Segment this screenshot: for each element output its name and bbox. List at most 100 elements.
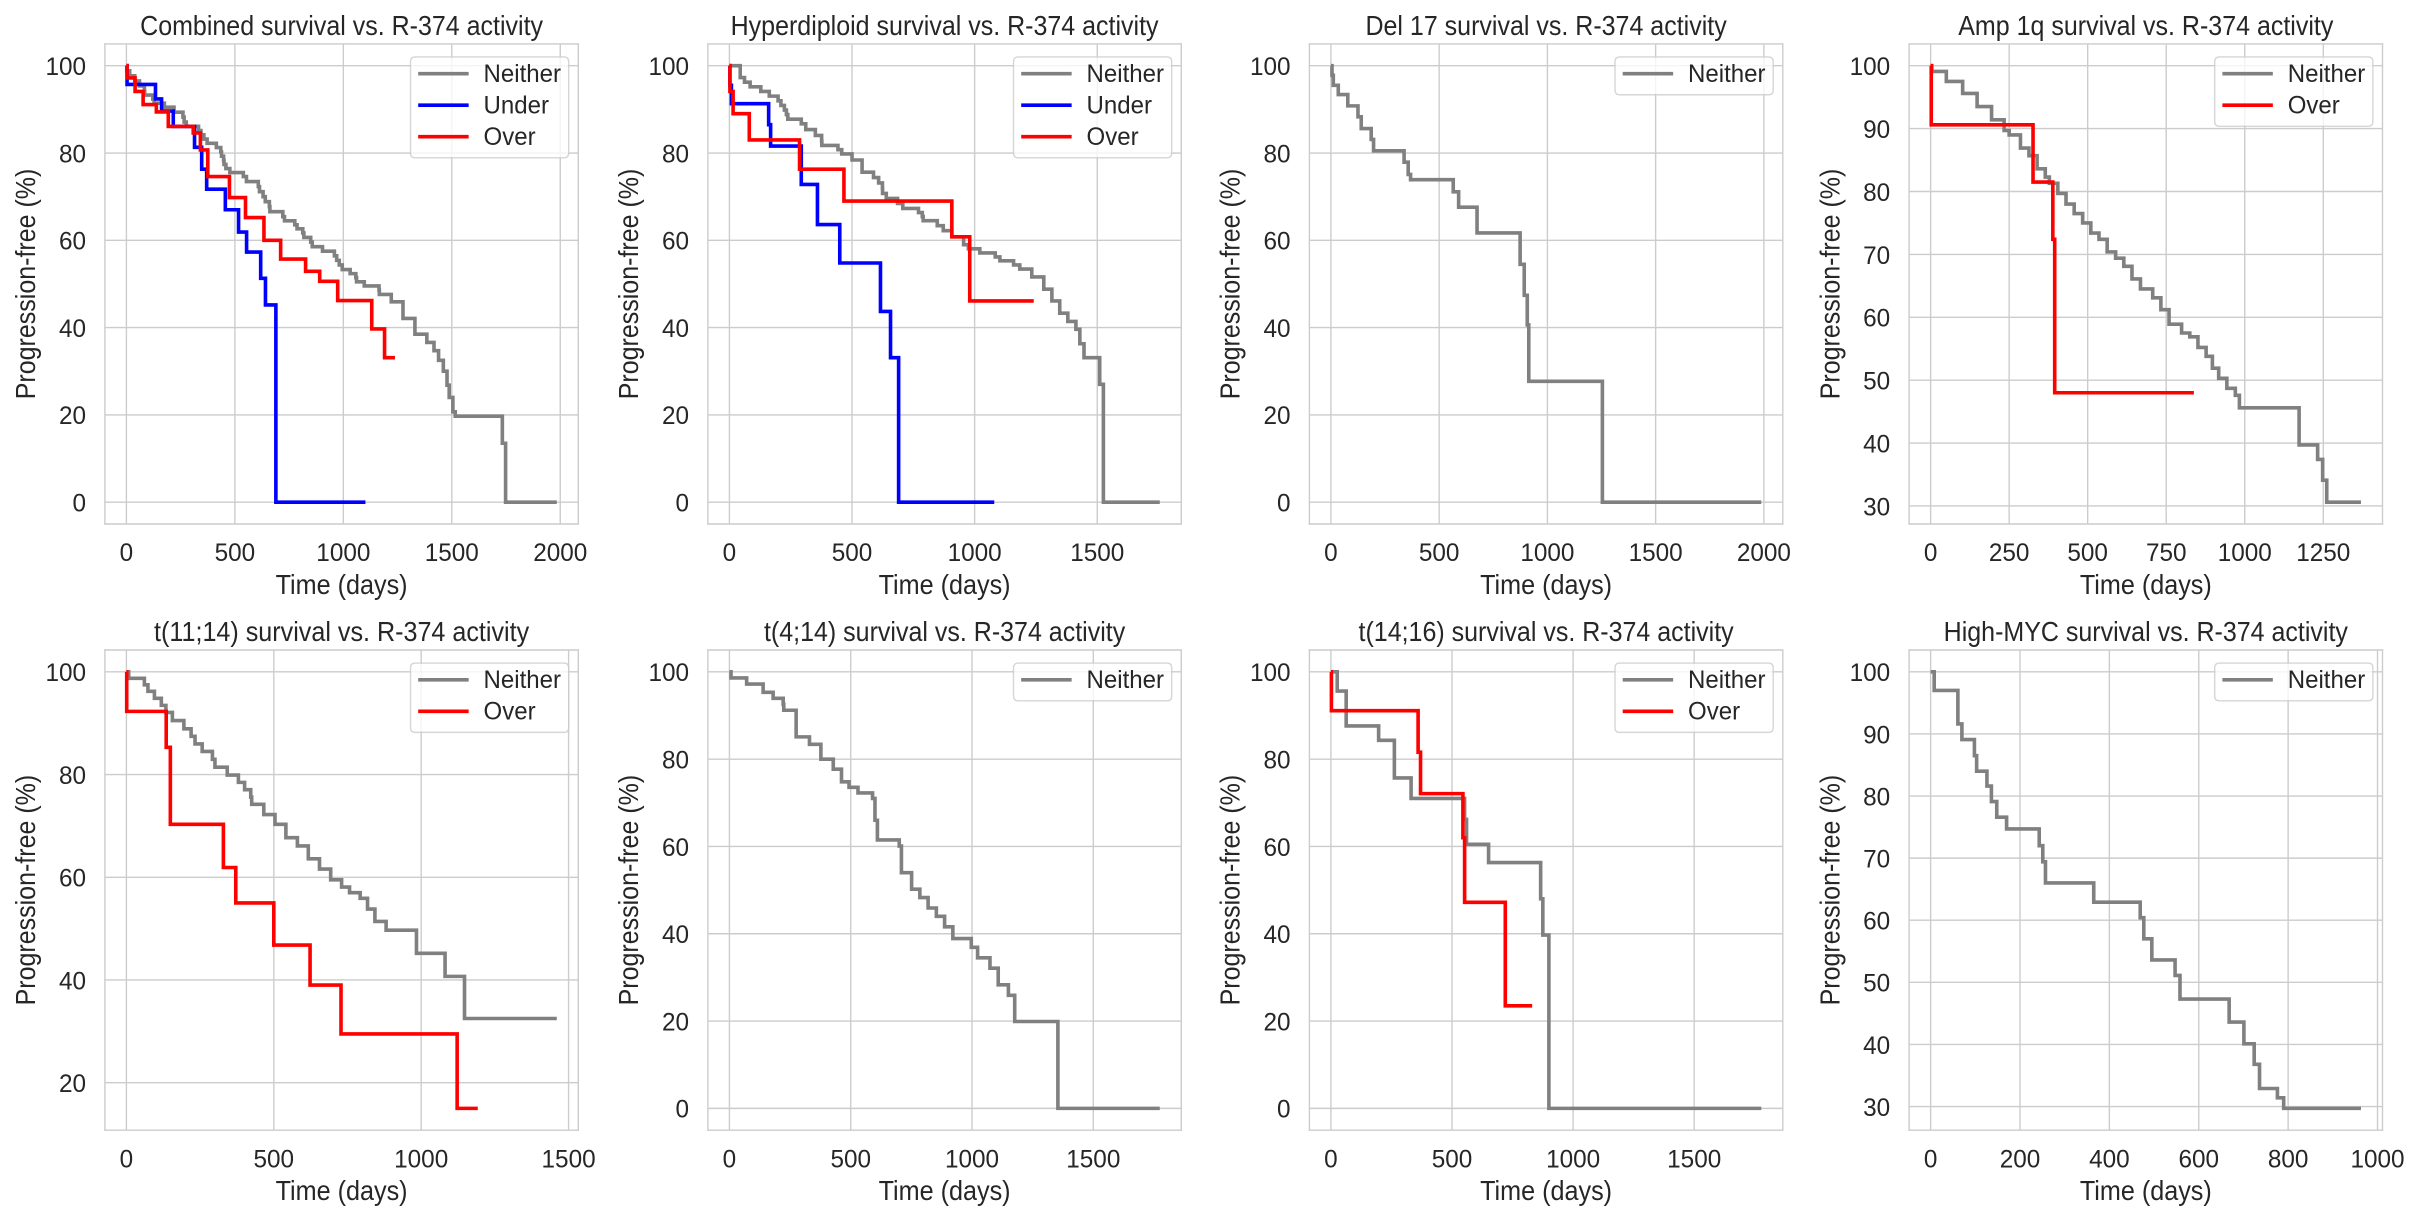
svg-text:60: 60 — [1863, 305, 1890, 333]
svg-text:250: 250 — [1989, 539, 2030, 567]
svg-text:0: 0 — [72, 490, 86, 518]
svg-text:70: 70 — [1863, 242, 1890, 270]
svg-text:40: 40 — [59, 967, 86, 995]
svg-text:0: 0 — [120, 1145, 134, 1173]
svg-text:Time (days): Time (days) — [879, 1174, 1011, 1206]
svg-text:Time (days): Time (days) — [2080, 568, 2212, 600]
svg-text:High-MYC survival vs. R-374 ac: High-MYC survival vs. R-374 activity — [1944, 615, 2349, 647]
svg-text:500: 500 — [254, 1145, 295, 1173]
svg-text:0: 0 — [675, 490, 689, 518]
svg-text:Neither: Neither — [2288, 667, 2365, 694]
svg-text:0: 0 — [1277, 490, 1291, 518]
svg-text:1000: 1000 — [1520, 539, 1574, 567]
svg-text:Progression-free (%): Progression-free (%) — [9, 169, 41, 400]
svg-text:1250: 1250 — [2296, 539, 2350, 567]
svg-text:90: 90 — [1863, 721, 1890, 749]
svg-text:Over: Over — [2288, 93, 2340, 120]
svg-text:t(11;14) survival vs. R-374 ac: t(11;14) survival vs. R-374 activity — [154, 615, 530, 647]
svg-text:0: 0 — [1277, 1096, 1291, 1124]
svg-text:200: 200 — [2000, 1145, 2041, 1173]
svg-text:40: 40 — [59, 315, 86, 343]
svg-text:100: 100 — [45, 53, 86, 81]
svg-text:50: 50 — [1863, 970, 1890, 998]
svg-text:500: 500 — [1432, 1145, 1473, 1173]
svg-text:Over: Over — [1688, 699, 1740, 726]
svg-text:40: 40 — [662, 921, 689, 949]
svg-text:Neither: Neither — [484, 667, 561, 694]
svg-text:Neither: Neither — [1087, 667, 1164, 694]
svg-text:Time (days): Time (days) — [2080, 1174, 2212, 1206]
svg-text:80: 80 — [1863, 179, 1890, 207]
svg-text:80: 80 — [1863, 783, 1890, 811]
svg-text:500: 500 — [215, 539, 256, 567]
svg-text:20: 20 — [59, 402, 86, 430]
svg-text:t(4;14) survival vs. R-374 act: t(4;14) survival vs. R-374 activity — [764, 615, 1126, 647]
svg-text:0: 0 — [723, 1145, 737, 1173]
svg-text:Neither: Neither — [1688, 61, 1765, 88]
svg-text:80: 80 — [1263, 746, 1290, 774]
svg-text:0: 0 — [120, 539, 134, 567]
svg-text:1500: 1500 — [1070, 539, 1124, 567]
svg-text:Progression-free (%): Progression-free (%) — [9, 775, 41, 1006]
svg-text:Progression-free (%): Progression-free (%) — [1214, 775, 1246, 1006]
svg-text:Over: Over — [1087, 124, 1139, 151]
svg-text:Time (days): Time (days) — [276, 568, 408, 600]
svg-text:100: 100 — [45, 659, 86, 687]
svg-text:20: 20 — [662, 1008, 689, 1036]
svg-text:100: 100 — [1850, 659, 1891, 687]
svg-text:80: 80 — [59, 762, 86, 790]
svg-text:800: 800 — [2268, 1145, 2309, 1173]
svg-text:100: 100 — [648, 659, 689, 687]
svg-text:600: 600 — [2178, 1145, 2219, 1173]
svg-text:0: 0 — [1324, 1145, 1338, 1173]
svg-text:Neither: Neither — [1087, 61, 1164, 88]
svg-text:60: 60 — [662, 228, 689, 256]
svg-text:100: 100 — [648, 53, 689, 81]
svg-text:40: 40 — [1863, 1032, 1890, 1060]
svg-text:Progression-free (%): Progression-free (%) — [1214, 169, 1246, 400]
svg-text:Del 17 survival vs. R-374 acti: Del 17 survival vs. R-374 activity — [1365, 9, 1727, 41]
svg-text:1000: 1000 — [1546, 1145, 1600, 1173]
svg-text:1500: 1500 — [1629, 539, 1683, 567]
svg-text:Progression-free (%): Progression-free (%) — [1813, 775, 1845, 1006]
svg-text:60: 60 — [1263, 228, 1290, 256]
svg-text:60: 60 — [662, 834, 689, 862]
svg-text:Progression-free (%): Progression-free (%) — [612, 775, 644, 1006]
svg-text:1000: 1000 — [2218, 539, 2272, 567]
svg-text:500: 500 — [1419, 539, 1460, 567]
svg-text:1500: 1500 — [1667, 1145, 1721, 1173]
svg-text:Time (days): Time (days) — [1480, 1174, 1612, 1206]
svg-text:Over: Over — [484, 699, 536, 726]
svg-text:1000: 1000 — [316, 539, 370, 567]
svg-text:Hyperdiploid survival vs. R-37: Hyperdiploid survival vs. R-374 activity — [731, 9, 1160, 41]
svg-text:400: 400 — [2089, 1145, 2130, 1173]
svg-text:30: 30 — [1863, 1094, 1890, 1122]
svg-text:20: 20 — [662, 402, 689, 430]
svg-text:500: 500 — [830, 1145, 871, 1173]
svg-text:20: 20 — [1263, 1008, 1290, 1036]
svg-text:60: 60 — [1863, 908, 1890, 936]
svg-text:1000: 1000 — [948, 539, 1002, 567]
svg-text:Amp 1q survival vs. R-374 acti: Amp 1q survival vs. R-374 activity — [1958, 9, 2334, 41]
svg-text:1000: 1000 — [2350, 1145, 2404, 1173]
svg-text:1000: 1000 — [945, 1145, 999, 1173]
svg-text:1500: 1500 — [542, 1145, 596, 1173]
svg-text:Time (days): Time (days) — [276, 1174, 408, 1206]
svg-text:20: 20 — [59, 1070, 86, 1098]
svg-text:70: 70 — [1863, 845, 1890, 873]
svg-text:Over: Over — [484, 124, 536, 151]
svg-text:2000: 2000 — [533, 539, 587, 567]
svg-text:Combined survival vs. R-374 ac: Combined survival vs. R-374 activity — [140, 9, 544, 41]
svg-text:60: 60 — [59, 228, 86, 256]
svg-text:750: 750 — [2146, 539, 2187, 567]
svg-text:30: 30 — [1863, 493, 1890, 521]
svg-text:40: 40 — [1263, 921, 1290, 949]
svg-text:0: 0 — [723, 539, 737, 567]
svg-text:Neither: Neither — [2288, 61, 2365, 88]
svg-text:80: 80 — [662, 746, 689, 774]
svg-text:100: 100 — [1850, 53, 1891, 81]
svg-text:1500: 1500 — [425, 539, 479, 567]
svg-text:t(14;16) survival vs. R-374 ac: t(14;16) survival vs. R-374 activity — [1359, 615, 1735, 647]
svg-text:Time (days): Time (days) — [879, 568, 1011, 600]
svg-text:0: 0 — [1324, 539, 1338, 567]
